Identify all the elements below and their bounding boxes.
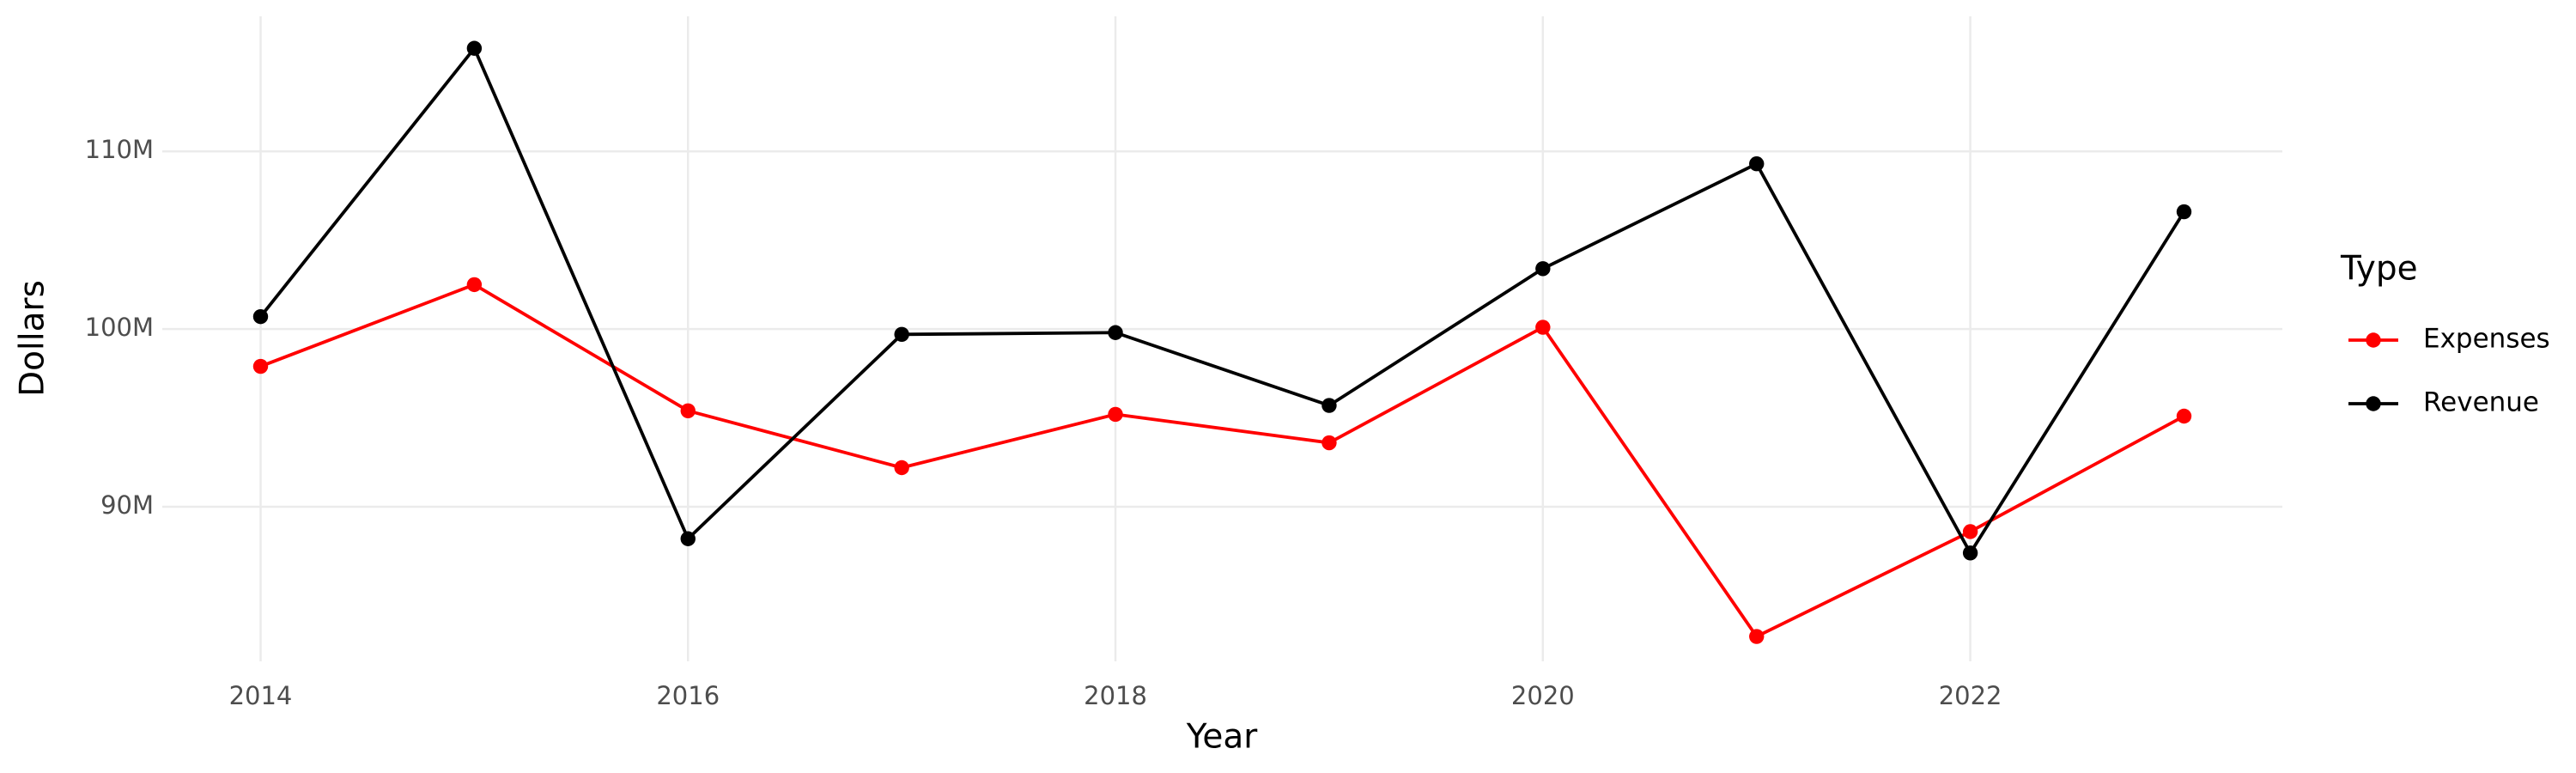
x-tick-label: 2018 [1084, 681, 1147, 710]
legend-label: Revenue [2423, 387, 2539, 418]
legend-key-point [2366, 332, 2381, 348]
legend-key-point [2366, 396, 2381, 411]
y-tick-label: 90M [100, 490, 154, 520]
x-tick-label: 2016 [656, 681, 720, 710]
x-tick-label: 2020 [1511, 681, 1575, 710]
data-point [894, 460, 909, 476]
data-point [466, 40, 483, 56]
data-point [1749, 156, 1765, 172]
data-point [1321, 398, 1337, 413]
x-axis-title: Year [1186, 718, 1259, 757]
x-tick-label: 2014 [229, 681, 293, 710]
data-point [680, 531, 696, 546]
data-point [2176, 204, 2192, 220]
data-point [1108, 325, 1123, 340]
y-tick-label: 100M [85, 313, 154, 342]
data-point [894, 326, 909, 343]
data-point [1962, 545, 1978, 561]
legend-title: Type [2340, 250, 2418, 289]
legend-label: Expenses [2423, 324, 2550, 355]
data-point [1749, 629, 1765, 644]
series-line [259, 45, 2186, 557]
data-point [252, 308, 269, 325]
data-point [1321, 435, 1337, 451]
data-point [1962, 524, 1978, 539]
x-tick-label: 2022 [1939, 681, 2002, 710]
y-axis-title: Dollars [14, 280, 52, 397]
series-line [259, 283, 2185, 639]
data-point [2176, 408, 2192, 424]
y-tick-label: 110M [85, 135, 154, 164]
data-point [252, 358, 269, 374]
data-point [680, 403, 696, 418]
data-point [1108, 406, 1123, 423]
data-point [1535, 320, 1551, 335]
data-point [466, 277, 483, 293]
data-point [1535, 261, 1551, 277]
